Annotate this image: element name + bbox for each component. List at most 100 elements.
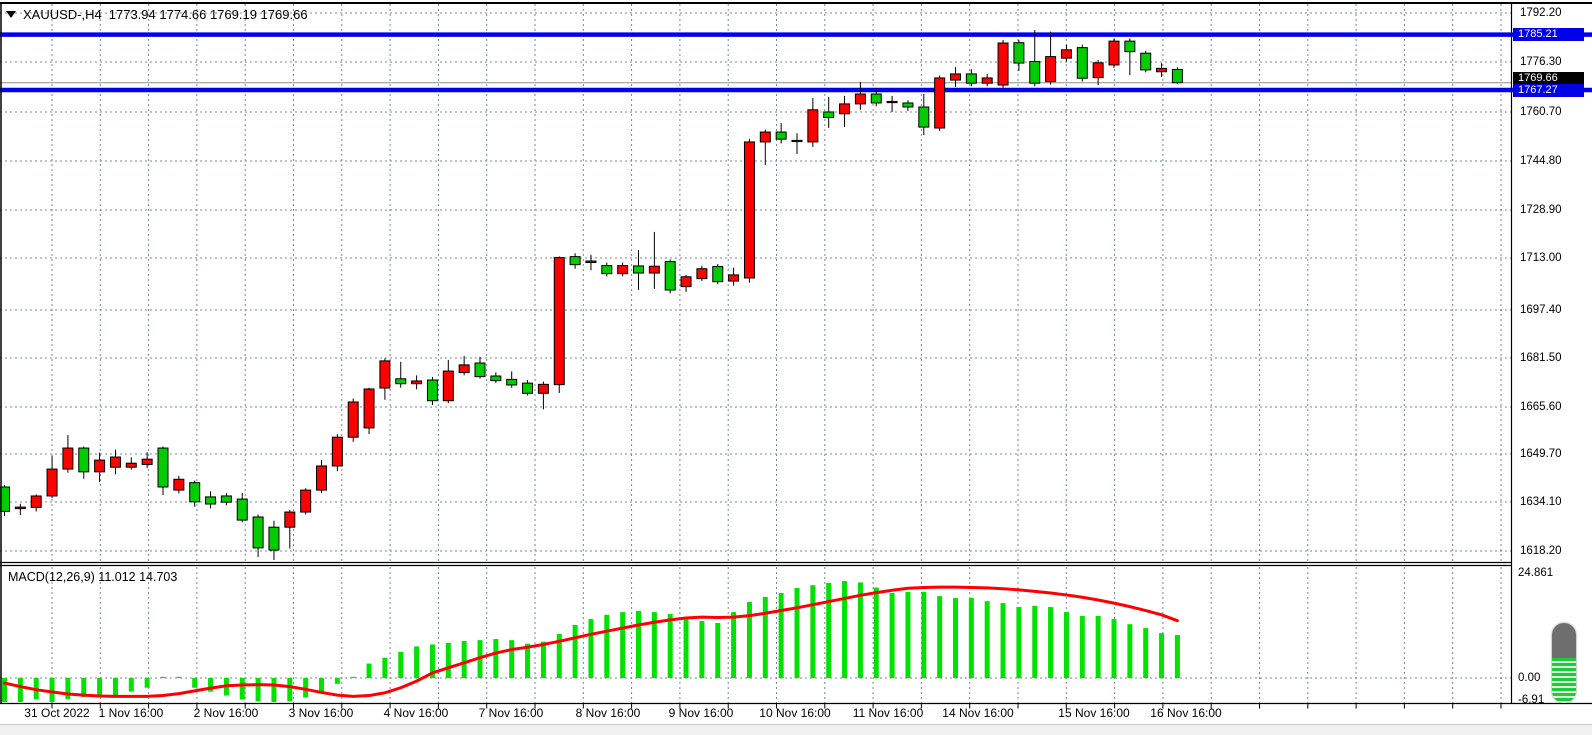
scroll-indicator-stripes [1552,658,1576,703]
macd-histogram-bar [1063,612,1069,678]
macd-histogram-bar [651,612,657,678]
time-axis-label: 15 Nov 16:00 [1058,706,1130,720]
macd-histogram-bar [826,582,832,678]
price-axis-label: 1618.20 [1520,545,1562,557]
macd-histogram-bar [620,612,626,678]
candle-body [1060,49,1072,59]
candle-body [268,526,280,551]
macd-histogram-bar [1032,605,1038,678]
candle-body [886,100,898,104]
symbol-timeframe-label: XAUUSD-,H4 [23,7,102,22]
macd-histogram-bar [350,676,356,678]
macd-histogram-bar [731,612,737,678]
chart-dropdown-icon[interactable] [6,11,16,18]
macd-histogram-bar [287,678,293,702]
candle-body [1171,68,1183,84]
macd-histogram-bar [239,678,245,700]
candle-body [316,465,327,491]
candle-body [205,496,217,505]
price-axis-label: 1728.90 [1520,204,1562,216]
price-axis-label: 1744.80 [1520,155,1562,167]
macd-histogram-bar [414,646,420,678]
macd-axis-label: 0.00 [1518,672,1541,684]
candle-body [363,388,375,429]
price-axis-label: 1776.30 [1520,56,1562,68]
candle-body [934,77,946,129]
candle-body [1029,61,1041,84]
macd-histogram-bar [762,596,768,678]
price-axis-label: 1713.00 [1520,252,1562,264]
macd-histogram-bar [160,676,166,678]
macd-histogram-bar [112,678,118,696]
macd-histogram-bar [905,591,911,678]
candle-body [965,73,977,84]
macd-axis-label: 24.861 [1518,567,1554,579]
candle-body [823,111,835,119]
macd-histogram-bar [984,601,990,678]
candle-body [141,458,153,465]
candle-body [1092,62,1104,79]
candle-body [331,436,343,467]
candle-body [950,73,961,81]
candle-body [1124,40,1136,53]
candle-body [537,383,549,394]
macd-histogram-bar [303,678,309,698]
time-axis-label: 4 Nov 16:00 [383,706,449,720]
candle-body [14,506,26,510]
macd-histogram-bar [683,617,689,678]
candle-body [46,468,58,497]
macd-histogram-bar [382,657,388,678]
candle-body [300,489,312,513]
time-axis-label: 10 Nov 16:00 [759,706,831,720]
macd-histogram-bar [144,678,150,688]
candle-body [522,382,534,394]
time-axis-label: 1 Nov 16:00 [98,706,164,720]
macd-histogram-bar [208,678,214,692]
macd-histogram-bar [842,581,848,678]
price-badge-1769.66: 1769.66 [1513,72,1584,85]
time-axis-label: 11 Nov 16:00 [852,706,924,720]
candle-body [157,447,169,488]
chart-title-row: XAUUSD-,H4 1773.94 1774.66 1769.19 1769.… [6,7,308,22]
macd-histogram-bar [192,678,198,688]
macd-histogram-bar [857,582,863,678]
candle-body [426,379,438,402]
candle-body [78,447,90,473]
macd-histogram-bar [255,678,261,702]
candle-body [1013,42,1025,64]
macd-histogram-bar [699,621,705,678]
macd-histogram-bar [81,678,87,698]
candle-body [1045,56,1057,83]
candle-body [601,265,613,275]
candle-body [807,109,819,143]
candle-body [252,516,264,549]
candle-body [284,511,296,528]
candle-body [347,401,359,438]
candle-body [633,265,644,274]
macd-histogram-bar [525,643,531,678]
macd-histogram-bar [636,610,641,678]
price-axis-label: 1634.10 [1520,496,1562,508]
macd-histogram-bar [2,678,7,702]
candle-body [569,256,581,266]
macd-histogram-bar [889,592,895,678]
scroll-indicator-thumb [1552,623,1576,659]
macd-histogram-bar [49,678,55,702]
macd-histogram-bar [1095,615,1101,678]
macd-histogram-bar [97,678,103,698]
macd-histogram-bar [588,619,594,678]
scroll-indicator[interactable] [1552,623,1576,703]
candle-body [648,265,660,274]
candle-body [870,93,882,104]
candle-body [490,375,502,382]
macd-histogram-bar [540,641,546,678]
candle-body [997,42,1009,86]
macd-histogram-bar [921,591,927,678]
price-axis-label: 1649.70 [1520,448,1562,460]
candle-body [553,257,565,386]
time-axis-label: 7 Nov 16:00 [478,706,544,720]
candle-body [506,378,518,386]
macd-histogram-bar [1111,619,1117,678]
